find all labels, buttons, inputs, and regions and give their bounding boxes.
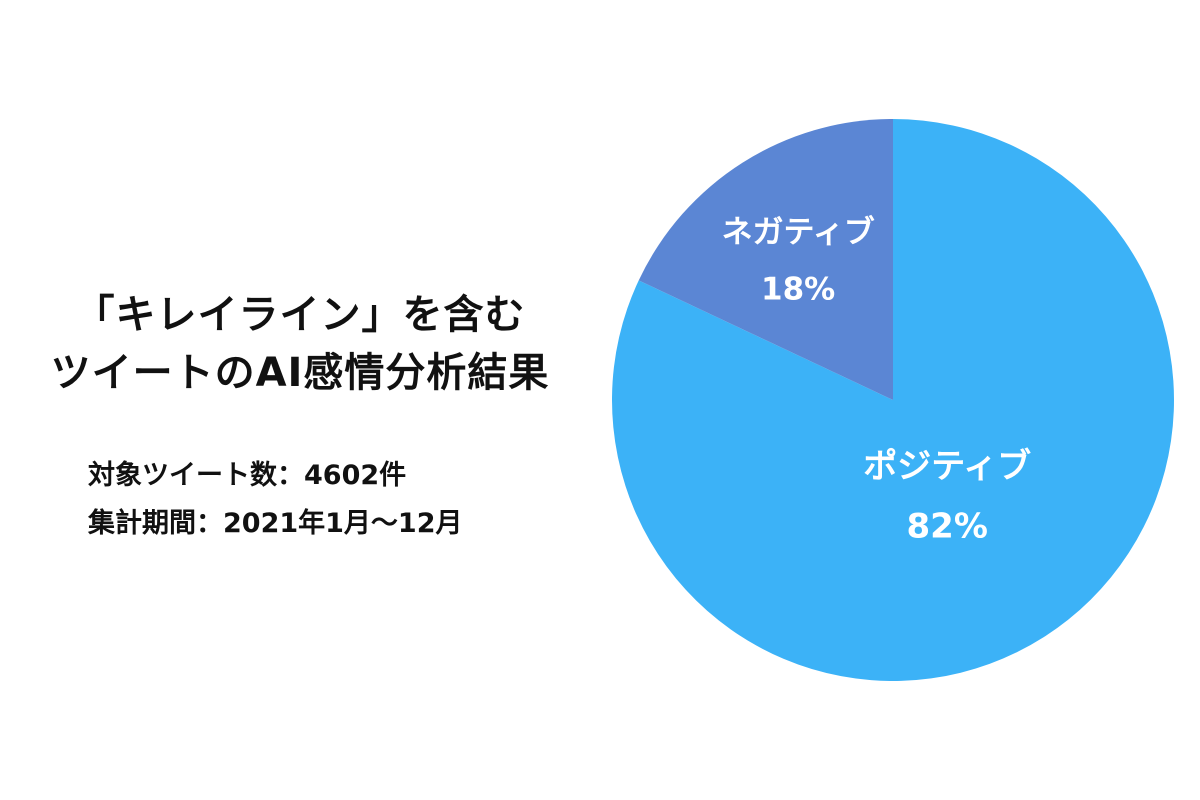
chart-title: 「キレイライン」を含む ツイートのAI感情分析結果 xyxy=(30,286,570,402)
slice-label-positive: ポジティブ xyxy=(863,446,1031,486)
pie-slice-positive xyxy=(612,119,1174,682)
pie-slice-negative xyxy=(638,119,893,400)
slice-value-positive: 82% xyxy=(907,506,988,546)
pie-slices xyxy=(612,119,1174,682)
chart-title-line-2: ツイートのAI感情分析結果 xyxy=(50,350,550,396)
chart-meta: 対象ツイート数：4602件 集計期間：2021年1月〜12月 xyxy=(88,452,463,548)
slice-value-negative: 18% xyxy=(761,272,835,308)
tweet-count-text: 対象ツイート数：4602件 xyxy=(88,460,407,491)
period-text: 集計期間：2021年1月〜12月 xyxy=(88,508,463,539)
slice-label-negative: ネガティブ xyxy=(722,215,875,251)
chart-title-line-1: 「キレイライン」を含む xyxy=(74,292,526,338)
pie-labels: ポジティブ 82% ネガティブ 18% xyxy=(722,215,1032,547)
